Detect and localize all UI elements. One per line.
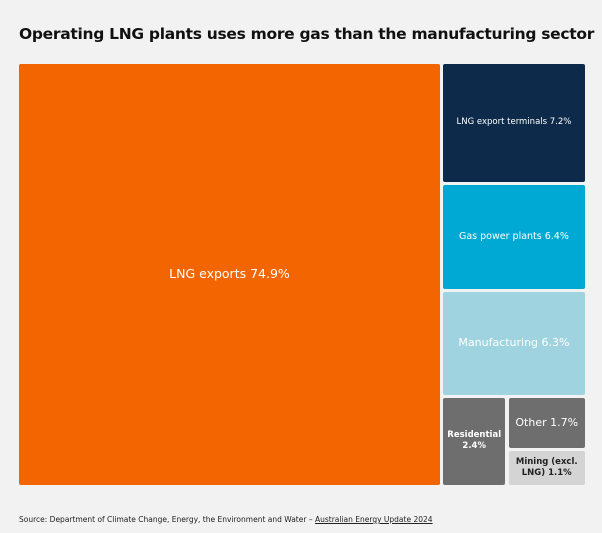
treemap-label: Manufacturing 6.3% [458, 336, 570, 350]
treemap-cell-lng-1: LNG export terminals 7.2% [442, 64, 585, 182]
treemap-label: Residential 2.4% [447, 430, 502, 452]
source-note: Source: Department of Climate Change, En… [19, 515, 433, 524]
treemap-cell-residential-4: Residential 2.4% [442, 397, 506, 485]
treemap-cell-lng-0: LNG exports 74.9% [19, 64, 440, 485]
treemap: LNG exports 74.9% LNG export terminals 7.… [19, 64, 585, 485]
source-link[interactable]: Australian Energy Update 2024 [314, 515, 433, 524]
treemap-label: Gas power plants 6.4% [459, 230, 569, 242]
treemap-cell-gas-2: Gas power plants 6.4% [442, 184, 585, 290]
treemap-cell-manufacturing-3: Manufacturing 6.3% [442, 292, 585, 395]
treemap-cell-other-5: Other 1.7% [508, 397, 585, 448]
treemap-label: Other 1.7% [515, 415, 579, 429]
treemap-label: LNG export terminals 7.2% [456, 117, 572, 128]
treemap-cell-mining-6: Mining (excl. LNG) 1.1% [508, 450, 585, 485]
treemap-label: LNG exports 74.9% [169, 266, 290, 282]
treemap-label: Mining (excl. LNG) 1.1% [515, 456, 578, 478]
source-text: Source: Department of Climate Change, En… [19, 515, 315, 524]
chart-title: Operating LNG plants uses more gas than … [19, 25, 595, 43]
